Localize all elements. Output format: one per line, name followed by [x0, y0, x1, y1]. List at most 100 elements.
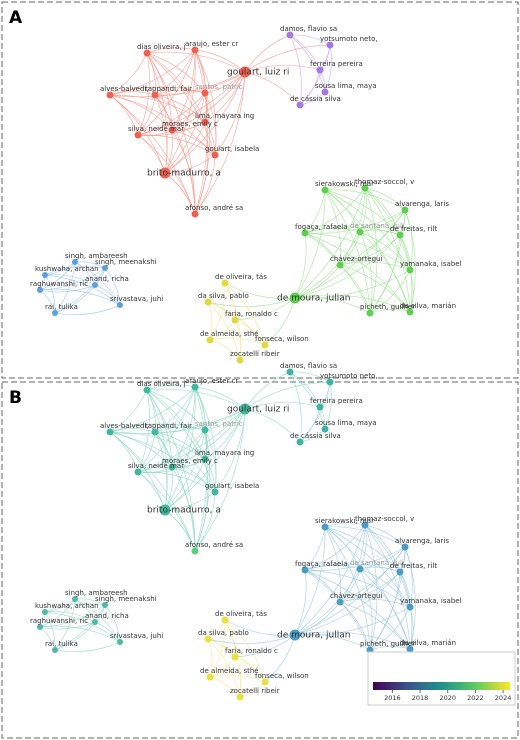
node-label: de almeida, sthé — [200, 330, 259, 338]
node-label: anand, richa — [85, 612, 129, 620]
node — [102, 602, 108, 608]
node-label: goulart, isabela — [205, 145, 259, 153]
colorbar-tick-label: 2024 — [495, 694, 512, 702]
edge — [324, 526, 371, 651]
edge — [289, 371, 326, 430]
edge — [364, 187, 406, 211]
node — [106, 91, 114, 99]
edge — [339, 601, 371, 651]
edge — [304, 187, 366, 234]
node-label: araujo, ester cr — [185, 40, 239, 48]
node-label: de freitas, rilt — [390, 562, 437, 570]
edge — [154, 431, 206, 460]
node — [168, 463, 176, 471]
node — [316, 403, 324, 411]
edge — [146, 52, 216, 156]
edge — [146, 52, 168, 174]
edge — [324, 189, 411, 271]
node-label: thomaz-soccol, v — [355, 178, 414, 186]
edge — [364, 524, 406, 548]
node — [356, 565, 364, 573]
edge — [137, 389, 150, 473]
edge — [44, 274, 121, 306]
edge — [44, 611, 121, 643]
node — [204, 298, 212, 306]
node — [261, 678, 269, 686]
edge — [146, 52, 206, 94]
edge — [154, 89, 206, 96]
edge — [294, 631, 411, 650]
node — [301, 229, 309, 237]
node-label: yamanaka, isabel — [400, 597, 462, 605]
panel-b: dias oliveira, j araujo, ester cr goulart,… — [30, 362, 462, 701]
node-label: de cássia silva — [290, 432, 341, 440]
edge — [224, 619, 266, 683]
node-label: de santana, juli — [350, 559, 404, 567]
node-label: rai, tulika — [45, 303, 78, 311]
edge — [39, 598, 76, 628]
node — [151, 428, 159, 436]
node — [52, 310, 58, 316]
node-label: goulart, isabela — [205, 482, 259, 490]
edge — [244, 64, 321, 73]
edge — [224, 282, 266, 346]
edge — [294, 297, 371, 314]
edge — [171, 466, 216, 493]
edge — [209, 337, 266, 346]
node-label: yotsumoto neto, — [320, 35, 378, 43]
node — [159, 504, 171, 516]
node — [361, 521, 369, 529]
edge — [209, 674, 266, 683]
node-label: alvarenga, laris — [395, 537, 449, 545]
panel-label: A — [9, 8, 23, 28]
node — [92, 282, 98, 288]
edge — [289, 371, 331, 383]
edge — [359, 524, 367, 570]
node — [296, 101, 304, 109]
edge — [244, 381, 331, 410]
edge — [44, 266, 106, 276]
node — [236, 356, 244, 364]
edge — [369, 606, 411, 651]
node — [231, 316, 239, 324]
edge — [244, 408, 301, 443]
node-label: de oliveira, tás — [215, 273, 267, 281]
edge — [137, 386, 196, 473]
edge — [171, 129, 196, 215]
edge — [207, 634, 296, 645]
edge — [289, 34, 321, 71]
panel-frame — [1, 381, 519, 739]
node-label: anand, richa — [85, 275, 129, 283]
edge — [294, 234, 401, 299]
node — [204, 635, 212, 643]
node — [236, 693, 244, 701]
edge — [409, 606, 414, 650]
node — [143, 49, 151, 57]
edge — [146, 384, 196, 391]
edge — [54, 641, 121, 653]
edge — [109, 94, 196, 215]
edge — [324, 189, 341, 266]
colorbar-tick-label: 2018 — [412, 694, 429, 702]
edge — [359, 568, 411, 650]
node-label: srivastava, juhi — [110, 632, 163, 640]
edge — [137, 52, 150, 136]
edge — [339, 598, 411, 608]
node-label: zocatelli ribeir — [230, 687, 280, 695]
node-label: lima, mayara ing — [195, 112, 254, 120]
edge — [146, 47, 196, 54]
edge — [54, 267, 106, 314]
edge — [54, 304, 121, 316]
colorbar-ticks: 2016 2018 2020 2022 2024 — [384, 690, 511, 702]
edge — [294, 294, 411, 313]
node — [366, 309, 374, 317]
node-label: de moura, julian — [277, 294, 350, 304]
edge — [409, 269, 414, 313]
node-label: da silva, marián — [400, 639, 456, 647]
node-label: dias oliveira, j — [137, 380, 186, 388]
edge — [137, 431, 156, 473]
edge — [289, 34, 331, 46]
node — [191, 383, 199, 391]
edge — [364, 524, 411, 650]
